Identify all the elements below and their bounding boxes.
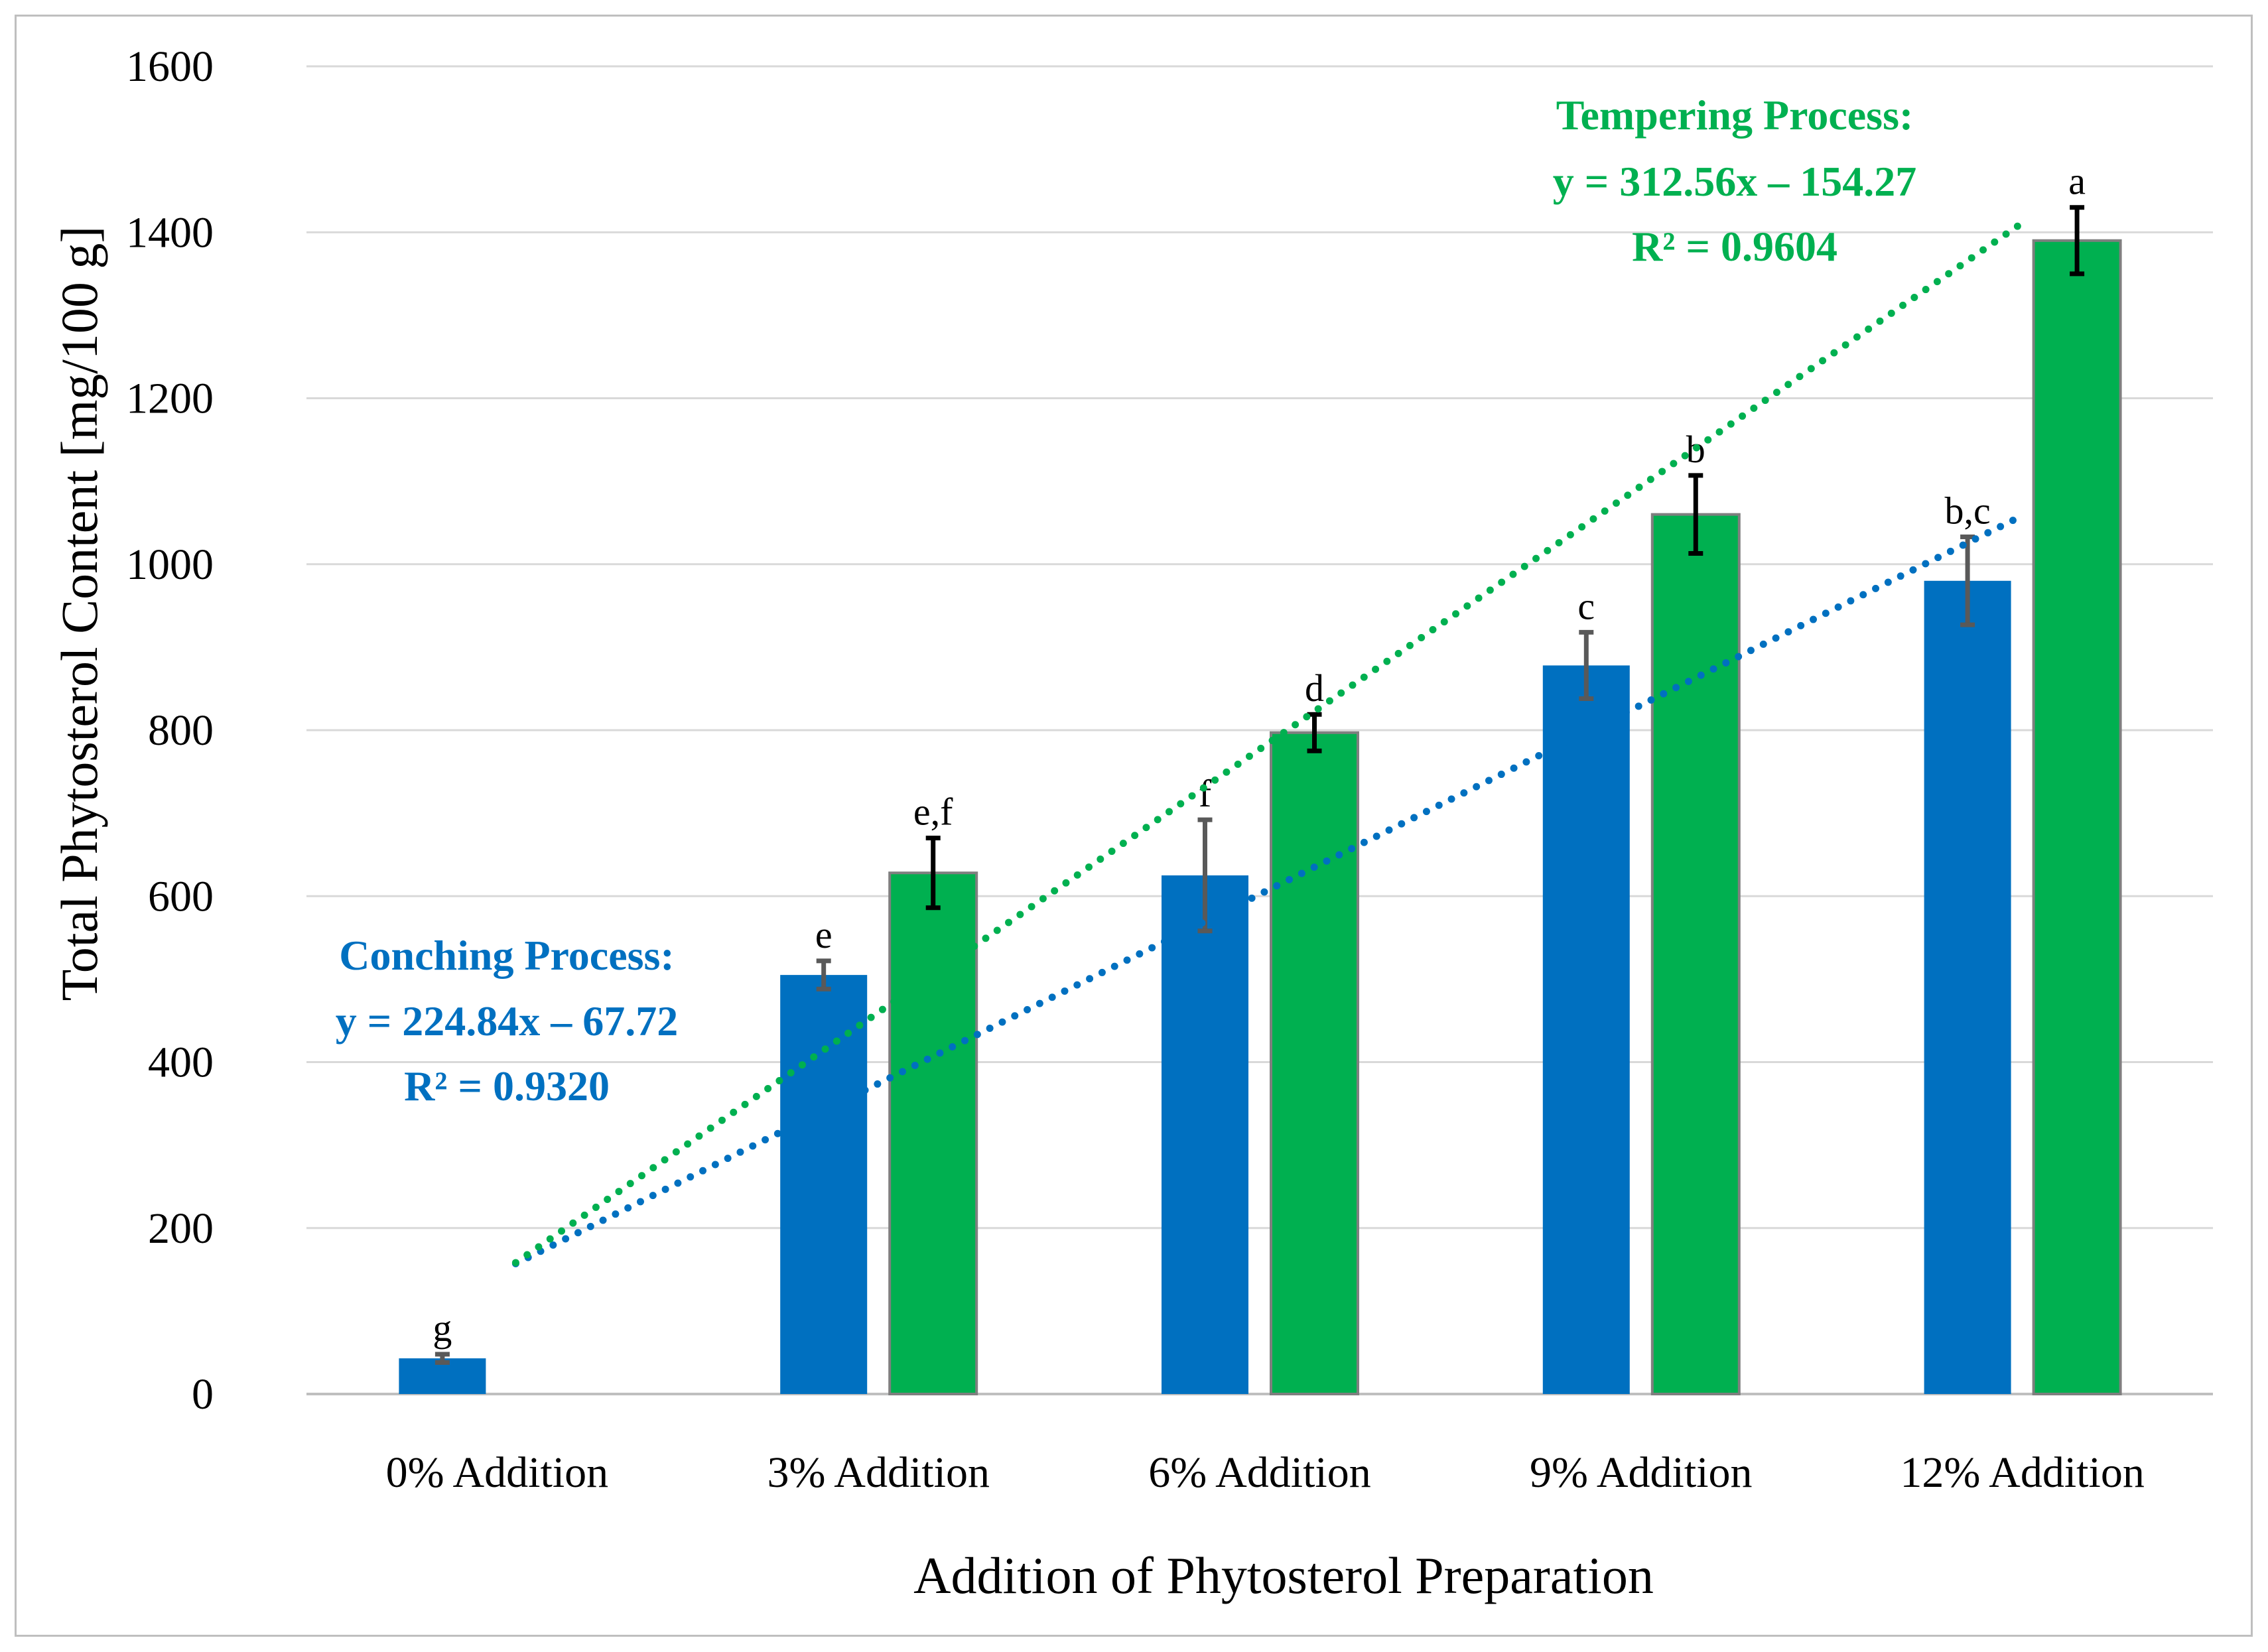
conching-trendline: [511, 513, 2023, 1267]
y-tick-label: 1000: [126, 540, 214, 589]
y-tick-label: 1400: [126, 208, 214, 257]
tempering-r-squared: R² = 0.9604: [1632, 223, 1837, 270]
y-tick-label: 1600: [126, 42, 214, 91]
tempering-bar: [2032, 239, 2122, 1396]
tempering-trendline: [511, 222, 2023, 1267]
conching-bar: [1542, 665, 1630, 1394]
y-tick-label: 1200: [126, 375, 214, 423]
significance-label: f: [1199, 772, 1212, 815]
error-bars: [434, 205, 2085, 1365]
significance-label: g: [433, 1306, 452, 1350]
conching-bar: [780, 975, 868, 1394]
significance-label: d: [1305, 667, 1324, 710]
x-tick-label: 0% Addition: [386, 1448, 609, 1497]
significance-label: e: [815, 913, 833, 956]
tempering-equation-header: Tempering Process:: [1556, 92, 1914, 139]
trendlines: [511, 222, 2023, 1267]
y-tick-label: 400: [148, 1039, 214, 1087]
y-tick-label: 600: [148, 872, 214, 921]
conching-bar: [1924, 580, 2011, 1394]
significance-label: c: [1577, 584, 1595, 627]
y-axis-title: Total Phytosterol Content [mg/100 g]: [50, 226, 108, 1001]
x-tick-label: 6% Addition: [1148, 1448, 1371, 1497]
significance-label: b,c: [1944, 489, 1990, 532]
y-tick-label: 0: [192, 1370, 214, 1419]
x-tick-label: 9% Addition: [1530, 1448, 1753, 1497]
tempering-equation: y = 312.56x – 154.27: [1553, 158, 1916, 205]
bars: [399, 239, 2122, 1396]
y-tick-label: 200: [148, 1204, 214, 1253]
significance-label: e,f: [913, 791, 953, 834]
conching-equation-header: Conching Process:: [339, 932, 674, 979]
x-axis-ticks: 0% Addition 3% Addition 6% Addition 9% Addi…: [386, 1448, 2145, 1497]
conching-bar: [1162, 875, 1248, 1394]
y-tick-label: 800: [148, 706, 214, 755]
significance-label: a: [2068, 160, 2086, 203]
x-axis-title: Addition of Phytosterol Preparation: [913, 1547, 1654, 1604]
x-tick-label: 3% Addition: [767, 1448, 990, 1497]
chart-frame: [15, 15, 2253, 1637]
conching-equation: y = 224.84x – 67.72: [336, 997, 678, 1045]
y-axis-ticks: 0 200 400 600 800 1000 1200 1400 1600: [126, 42, 214, 1419]
x-tick-label: 12% Addition: [1900, 1448, 2145, 1497]
tempering-bar: [1650, 513, 1741, 1395]
conching-r-squared: R² = 0.9320: [404, 1062, 610, 1110]
gridlines: [306, 65, 2213, 1395]
tempering-bar: [1270, 731, 1359, 1396]
